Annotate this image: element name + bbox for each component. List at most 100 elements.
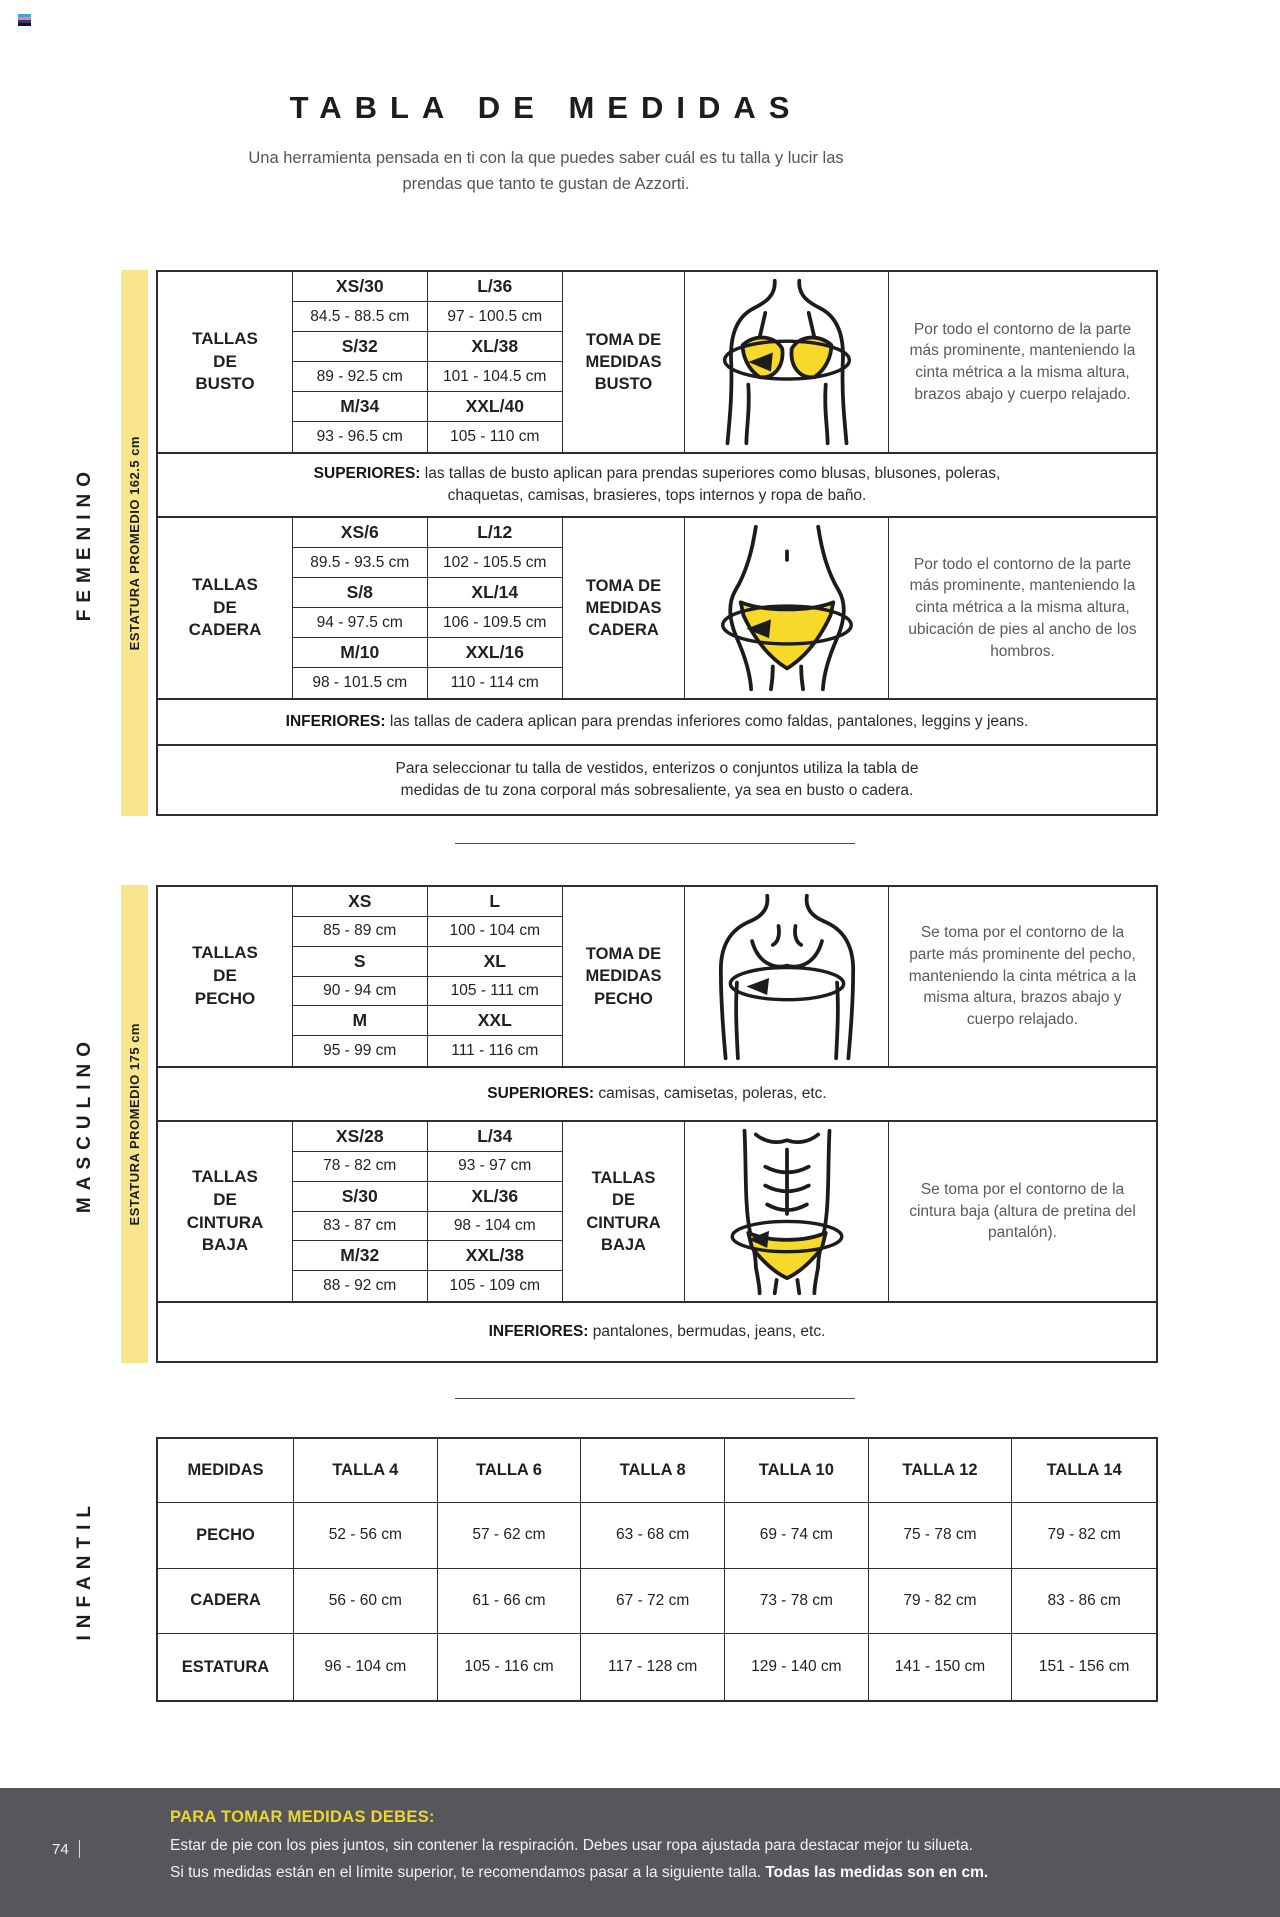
- registration-mark-icon: [18, 14, 31, 26]
- size-range: 89 - 92.5 cm: [293, 362, 428, 392]
- cintura-row-label: TALLAS DE CINTURA BAJA: [158, 1122, 293, 1301]
- section-divider: [455, 843, 855, 844]
- masculino-superiores-note: SUPERIORES: camisas, camisetas, poleras,…: [158, 1068, 1156, 1122]
- size-range: 89.5 - 93.5 cm: [293, 548, 428, 578]
- size-range: 85 - 89 cm: [293, 916, 428, 947]
- size-range: 93 - 97 cm: [427, 1152, 562, 1182]
- size-label: XS/30: [293, 272, 428, 302]
- size-label: XL/38: [427, 332, 562, 362]
- size-label: XXL/38: [427, 1241, 562, 1272]
- cadera-toma-label: TOMA DE MEDIDAS CADERA: [563, 518, 685, 698]
- infantil-table: MEDIDAS TALLA 4 TALLA 6 TALLA 8 TALLA 10…: [156, 1437, 1158, 1702]
- footer-heading: PARA TOMAR MEDIDAS DEBES:: [170, 1808, 435, 1826]
- size-range: 105 - 111 cm: [427, 977, 562, 1007]
- pecho-toma-label: TOMA DE MEDIDAS PECHO: [563, 887, 685, 1066]
- pecho-size-grid: XS L 85 - 89 cm 100 - 104 cm S XL 90 - 9…: [293, 887, 563, 1066]
- masculino-side: MASCULINO ESTATURA PROMEDIO 175 cm: [60, 885, 156, 1363]
- table-cell: 117 - 128 cm: [581, 1634, 725, 1700]
- subtitle-line: prendas que tanto te gustan de Azzorti.: [402, 174, 690, 193]
- size-label: S/32: [293, 332, 428, 362]
- femenino-seleccion-note: Para seleccionar tu talla de vestidos, e…: [158, 746, 1156, 814]
- size-range: 93 - 96.5 cm: [293, 422, 428, 452]
- cadera-row: TALLAS DE CADERA XS/6 L/12 89.5 - 93.5 c…: [158, 518, 1156, 700]
- section-infantil: INFANTIL MEDIDAS TALLA 4 TALLA 6 TALLA 8…: [60, 1437, 1158, 1702]
- size-label: XS/6: [293, 518, 428, 548]
- size-label: L: [427, 887, 562, 917]
- infantil-side: INFANTIL: [60, 1437, 156, 1702]
- size-label: L/12: [427, 518, 562, 548]
- table-cell: 52 - 56 cm: [294, 1503, 438, 1569]
- size-label: L/36: [427, 272, 562, 302]
- note-keyword: INFERIORES:: [488, 1322, 589, 1340]
- table-cell: 105 - 116 cm: [438, 1634, 582, 1700]
- size-range: 98 - 104 cm: [427, 1212, 562, 1242]
- page-number-value: 74: [52, 1840, 69, 1858]
- masculino-height-bar: ESTATURA PROMEDIO 175 cm: [121, 885, 148, 1363]
- size-range: 97 - 100.5 cm: [427, 302, 562, 332]
- note-keyword: INFERIORES:: [285, 712, 386, 730]
- column-header: TALLA 8: [581, 1439, 725, 1503]
- page-title: TABLA DE MEDIDAS: [289, 90, 803, 125]
- page-number-divider: [78, 1840, 81, 1858]
- footer-band: 74 PARA TOMAR MEDIDAS DEBES: Estar de pi…: [0, 1788, 1280, 1917]
- table-cell: 57 - 62 cm: [437, 1503, 582, 1569]
- size-range: 111 - 116 cm: [451, 1042, 539, 1060]
- size-label: M/32: [293, 1241, 428, 1272]
- row-header: ESTATURA: [158, 1634, 294, 1700]
- size-range: 78 - 82 cm: [293, 1151, 428, 1182]
- table-cell: 141 - 150 cm: [869, 1634, 1013, 1700]
- masculino-table: TALLAS DE PECHO XS L 85 - 89 cm 100 - 10…: [156, 885, 1158, 1363]
- column-header: TALLA 10: [725, 1439, 869, 1503]
- femenino-height-label: ESTATURA PROMEDIO 162.5 cm: [127, 435, 142, 651]
- size-label: XL/14: [427, 578, 562, 608]
- note-text: camisas, camisetas, poleras, etc.: [594, 1084, 827, 1102]
- size-range: 101 - 104.5 cm: [427, 362, 562, 392]
- cadera-row-label: TALLAS DE CADERA: [158, 518, 293, 698]
- size-range: 90 - 94 cm: [293, 976, 428, 1007]
- busto-size-grid: XS/30 L/36 84.5 - 88.5 cm 97 - 100.5 cm …: [293, 272, 563, 452]
- size-label: M: [293, 1006, 428, 1037]
- size-range: 100 - 104 cm: [427, 917, 562, 947]
- page-subtitle: Una herramienta pensada en ti con la que…: [0, 146, 1092, 197]
- row-header: PECHO: [158, 1503, 294, 1569]
- pecho-row: TALLAS DE PECHO XS L 85 - 89 cm 100 - 10…: [158, 887, 1156, 1068]
- size-label: M/10: [293, 638, 428, 668]
- note-text: pantalones, bermudas, jeans, etc.: [588, 1322, 826, 1340]
- column-header: TALLA 14: [1012, 1439, 1156, 1503]
- chest-measure-icon: [685, 887, 889, 1066]
- size-label: XS/28: [293, 1122, 428, 1152]
- hip-measure-icon: [685, 518, 889, 698]
- column-header: TALLA 4: [294, 1439, 438, 1503]
- size-range: 94 - 97.5 cm: [293, 608, 428, 638]
- femenino-superiores-note: SUPERIORES: las tallas de busto aplican …: [158, 454, 1156, 518]
- table-cell: 67 - 72 cm: [581, 1568, 725, 1635]
- cintura-description: Se toma por el contorno de la cintura ba…: [909, 1180, 1136, 1242]
- busto-row-label: TALLAS DE BUSTO: [158, 272, 293, 452]
- note-keyword: SUPERIORES:: [313, 464, 421, 482]
- size-label: S/8: [293, 578, 428, 608]
- masculino-inferiores-note: INFERIORES: pantalones, bermudas, jeans,…: [158, 1303, 1156, 1361]
- footer-instructions-line1: Estar de pie con los pies juntos, sin co…: [170, 1837, 973, 1854]
- column-header: MEDIDAS: [158, 1439, 294, 1503]
- size-label: S: [293, 946, 428, 977]
- femenino-height-bar: ESTATURA PROMEDIO 162.5 cm: [121, 270, 148, 816]
- table-cell: 79 - 82 cm: [868, 1568, 1013, 1635]
- femenino-inferiores-note: INFERIORES: las tallas de cadera aplican…: [158, 700, 1156, 746]
- section-label-infantil: INFANTIL: [74, 1498, 95, 1641]
- cintura-row: TALLAS DE CINTURA BAJA XS/28 L/34 78 - 8…: [158, 1122, 1156, 1303]
- pecho-description: Se toma por el contorno de la parte más …: [908, 924, 1137, 1029]
- size-range: 110 - 114 cm: [450, 674, 539, 691]
- table-cell: 129 - 140 cm: [725, 1634, 869, 1700]
- section-label-masculino: MASCULINO: [74, 1034, 95, 1214]
- subtitle-line: Una herramienta pensada en ti con la que…: [248, 149, 844, 167]
- size-range: 88 - 92 cm: [293, 1271, 428, 1301]
- size-label: L/34: [427, 1122, 562, 1152]
- size-label: XS: [293, 887, 428, 917]
- size-range: 98 - 101.5 cm: [293, 668, 428, 698]
- table-cell: 79 - 82 cm: [1012, 1503, 1156, 1569]
- bust-measure-icon: [685, 272, 889, 452]
- column-header: TALLA 6: [437, 1439, 582, 1503]
- masculino-height-label: ESTATURA PROMEDIO 175 cm: [127, 1022, 142, 1226]
- size-range: 105 - 110 cm: [450, 428, 540, 445]
